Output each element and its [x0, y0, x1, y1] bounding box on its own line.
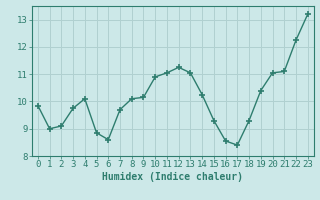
- X-axis label: Humidex (Indice chaleur): Humidex (Indice chaleur): [102, 172, 243, 182]
